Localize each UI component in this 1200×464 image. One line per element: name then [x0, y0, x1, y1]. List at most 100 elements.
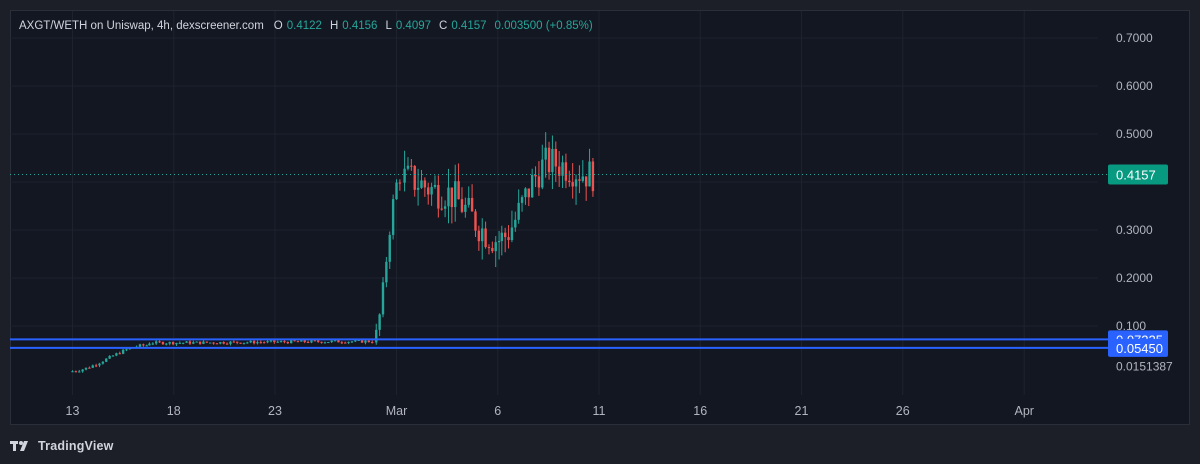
candle-body — [78, 371, 81, 373]
y-tick-label: 0.6000 — [1116, 79, 1153, 93]
chart-title: AXGT/WETH on Uniswap, 4h, dexscreener.co… — [19, 20, 264, 32]
candle-body — [574, 179, 578, 187]
x-tick-label: 21 — [795, 404, 809, 418]
candle-body — [290, 340, 293, 344]
candle-body — [337, 340, 340, 343]
candle-body — [175, 342, 178, 345]
current-price-label: 0.4157 — [1116, 167, 1156, 182]
candle-body — [497, 240, 501, 243]
candle-body — [182, 342, 185, 344]
candle-body — [398, 182, 402, 184]
candle-body — [388, 234, 391, 262]
current-price-badge — [1108, 164, 1168, 185]
candle-body — [541, 159, 544, 188]
y-tick-label: 0.7000 — [1116, 31, 1153, 45]
candle-body — [527, 188, 530, 198]
candle-body — [524, 188, 527, 198]
candle-body — [403, 168, 406, 183]
x-tick-label: 11 — [593, 404, 606, 418]
high-value: 0.4156 — [342, 20, 378, 32]
candle-body — [410, 165, 413, 167]
candle-body — [323, 342, 327, 344]
footer: TradingView — [10, 437, 114, 455]
candle-body — [198, 341, 202, 344]
grid — [10, 11, 1098, 395]
candle-body — [125, 349, 128, 351]
candle-body — [171, 342, 175, 345]
candle-body — [406, 165, 410, 169]
candle-body — [293, 340, 296, 342]
candle-body — [391, 199, 395, 235]
candle-body — [306, 342, 310, 344]
y-tick-label: 0.2000 — [1116, 271, 1153, 285]
candle-body — [81, 369, 84, 372]
x-tick-label: 26 — [896, 404, 910, 418]
candle-body — [84, 367, 88, 370]
candle-body — [477, 230, 481, 242]
candle-body — [420, 180, 423, 188]
candle-body — [517, 202, 520, 220]
horizontal-lines — [10, 338, 1108, 349]
candle-body — [347, 341, 350, 343]
candle-body — [212, 342, 215, 344]
x-tick-label: 6 — [494, 404, 501, 418]
x-tick-label: 13 — [66, 404, 80, 418]
candle-body — [71, 371, 74, 373]
candle-body — [367, 340, 371, 343]
x-tick-label: 16 — [693, 404, 707, 418]
candle-body — [344, 342, 347, 344]
candle-body — [520, 197, 524, 203]
candle-body — [537, 176, 541, 188]
candle-body — [320, 341, 323, 343]
candle-body — [108, 355, 111, 359]
candle-body — [91, 365, 94, 368]
candle-body — [591, 161, 595, 192]
candle-body — [350, 341, 354, 343]
low-label: L — [385, 20, 392, 32]
high-label: H — [329, 20, 339, 32]
candle-body — [440, 208, 443, 210]
candle-body — [313, 340, 317, 342]
candle-body — [514, 219, 517, 228]
candle-body — [192, 342, 195, 344]
candle-body — [588, 161, 591, 187]
y-axis: 0.7000 0.6000 0.5000 0.3000 0.2000 0.100 0.015… — [1116, 31, 1173, 374]
y-tick-label: 0.100 — [1116, 319, 1146, 333]
candle-body — [551, 148, 554, 173]
candle-body — [246, 342, 249, 344]
candle-body — [256, 342, 259, 344]
x-tick-label: Mar — [386, 404, 408, 418]
candle-body — [148, 343, 151, 346]
candle-body — [416, 187, 420, 190]
candle-body — [467, 197, 470, 205]
candle-body — [447, 187, 450, 207]
candle-body — [427, 187, 430, 195]
candle-body — [158, 341, 161, 343]
candle-body — [273, 340, 276, 343]
candle-body — [330, 340, 333, 343]
candle-body — [259, 342, 263, 344]
candle-body — [568, 180, 571, 183]
candle-body — [510, 227, 514, 241]
candle-body — [333, 340, 337, 342]
candle-body — [168, 342, 171, 344]
candle-body — [554, 148, 557, 167]
close-label: C — [439, 20, 448, 32]
candle-body — [534, 174, 537, 177]
tradingview-logo-icon[interactable] — [10, 439, 32, 453]
y-tick-label: 0.3000 — [1116, 223, 1153, 237]
candle-body — [229, 341, 232, 344]
candle-body — [437, 184, 440, 209]
close-value: 0.4157 — [451, 20, 487, 32]
chart-panel[interactable] — [10, 10, 1190, 425]
candle-body — [530, 174, 534, 198]
candle-body — [360, 340, 364, 343]
candle-body — [225, 343, 229, 345]
brand-name[interactable]: TradingView — [38, 439, 114, 453]
candle-body — [381, 282, 385, 315]
candle-body — [236, 341, 239, 343]
candle-body — [481, 228, 484, 242]
candle-body — [454, 181, 457, 208]
candle-body — [557, 166, 561, 176]
